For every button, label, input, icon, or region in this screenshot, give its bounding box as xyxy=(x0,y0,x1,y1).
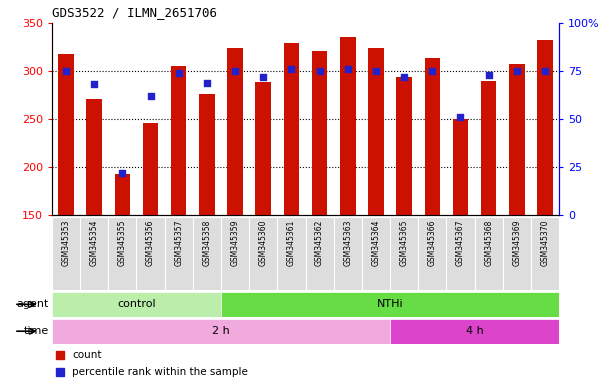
Text: GSM345356: GSM345356 xyxy=(146,219,155,266)
Point xyxy=(145,93,155,99)
Text: 2 h: 2 h xyxy=(212,326,230,336)
Text: GSM345359: GSM345359 xyxy=(230,219,240,266)
Bar xyxy=(390,217,418,290)
Bar xyxy=(306,217,334,290)
Text: GSM345355: GSM345355 xyxy=(118,219,127,266)
Text: GSM345358: GSM345358 xyxy=(202,219,211,265)
Bar xyxy=(362,217,390,290)
Point xyxy=(117,170,127,176)
Bar xyxy=(425,58,440,215)
Text: GDS3522 / ILMN_2651706: GDS3522 / ILMN_2651706 xyxy=(52,6,217,19)
Bar xyxy=(334,217,362,290)
Bar xyxy=(108,217,136,290)
Point xyxy=(258,74,268,80)
Point xyxy=(315,68,324,74)
Bar xyxy=(475,217,503,290)
Text: GSM345370: GSM345370 xyxy=(541,219,549,266)
Bar xyxy=(249,217,277,290)
Text: time: time xyxy=(24,326,49,336)
Text: GSM345365: GSM345365 xyxy=(400,219,409,266)
Bar xyxy=(537,40,553,215)
Bar xyxy=(115,174,130,215)
Point xyxy=(89,81,99,88)
Bar xyxy=(52,292,221,317)
Text: percentile rank within the sample: percentile rank within the sample xyxy=(72,366,248,377)
Text: GSM345353: GSM345353 xyxy=(62,219,70,266)
Point xyxy=(399,74,409,80)
Bar xyxy=(164,217,193,290)
Point xyxy=(484,72,494,78)
Bar xyxy=(227,48,243,215)
Point xyxy=(456,114,466,120)
Bar xyxy=(447,217,475,290)
Bar xyxy=(397,77,412,215)
Bar xyxy=(193,217,221,290)
Text: count: count xyxy=(72,350,101,360)
Point xyxy=(202,79,212,86)
Bar xyxy=(52,319,390,344)
Bar xyxy=(58,54,74,215)
Text: agent: agent xyxy=(16,299,49,310)
Point xyxy=(428,68,437,74)
Point xyxy=(371,68,381,74)
Bar xyxy=(52,217,80,290)
Point xyxy=(230,68,240,74)
Bar xyxy=(453,119,468,215)
Bar xyxy=(80,217,108,290)
Text: control: control xyxy=(117,299,156,310)
Bar xyxy=(340,38,356,215)
Bar xyxy=(171,66,186,215)
Bar xyxy=(221,217,249,290)
Text: GSM345357: GSM345357 xyxy=(174,219,183,266)
Bar xyxy=(312,51,327,215)
Bar xyxy=(277,217,306,290)
Bar xyxy=(86,99,102,215)
Bar xyxy=(284,43,299,215)
Text: GSM345369: GSM345369 xyxy=(512,219,521,266)
Text: GSM345363: GSM345363 xyxy=(343,219,353,266)
Bar xyxy=(368,48,384,215)
Bar xyxy=(199,94,214,215)
Bar xyxy=(503,217,531,290)
Bar xyxy=(136,217,164,290)
Bar xyxy=(418,217,447,290)
Text: GSM345368: GSM345368 xyxy=(484,219,493,265)
Bar xyxy=(143,123,158,215)
Text: GSM345364: GSM345364 xyxy=(371,219,381,266)
Point xyxy=(61,68,71,74)
Point xyxy=(540,68,550,74)
Text: GSM345361: GSM345361 xyxy=(287,219,296,265)
Point xyxy=(174,70,184,76)
Bar xyxy=(509,65,525,215)
Text: GSM345366: GSM345366 xyxy=(428,219,437,266)
Text: GSM345367: GSM345367 xyxy=(456,219,465,266)
Point xyxy=(343,66,353,72)
Text: NTHi: NTHi xyxy=(377,299,403,310)
Point xyxy=(287,66,296,72)
Bar xyxy=(221,292,559,317)
Bar xyxy=(531,217,559,290)
Text: 4 h: 4 h xyxy=(466,326,483,336)
Text: GSM345360: GSM345360 xyxy=(258,219,268,266)
Bar xyxy=(481,81,496,215)
Text: GSM345362: GSM345362 xyxy=(315,219,324,265)
Bar xyxy=(255,82,271,215)
Point xyxy=(512,68,522,74)
Text: GSM345354: GSM345354 xyxy=(90,219,99,266)
Bar xyxy=(390,319,559,344)
